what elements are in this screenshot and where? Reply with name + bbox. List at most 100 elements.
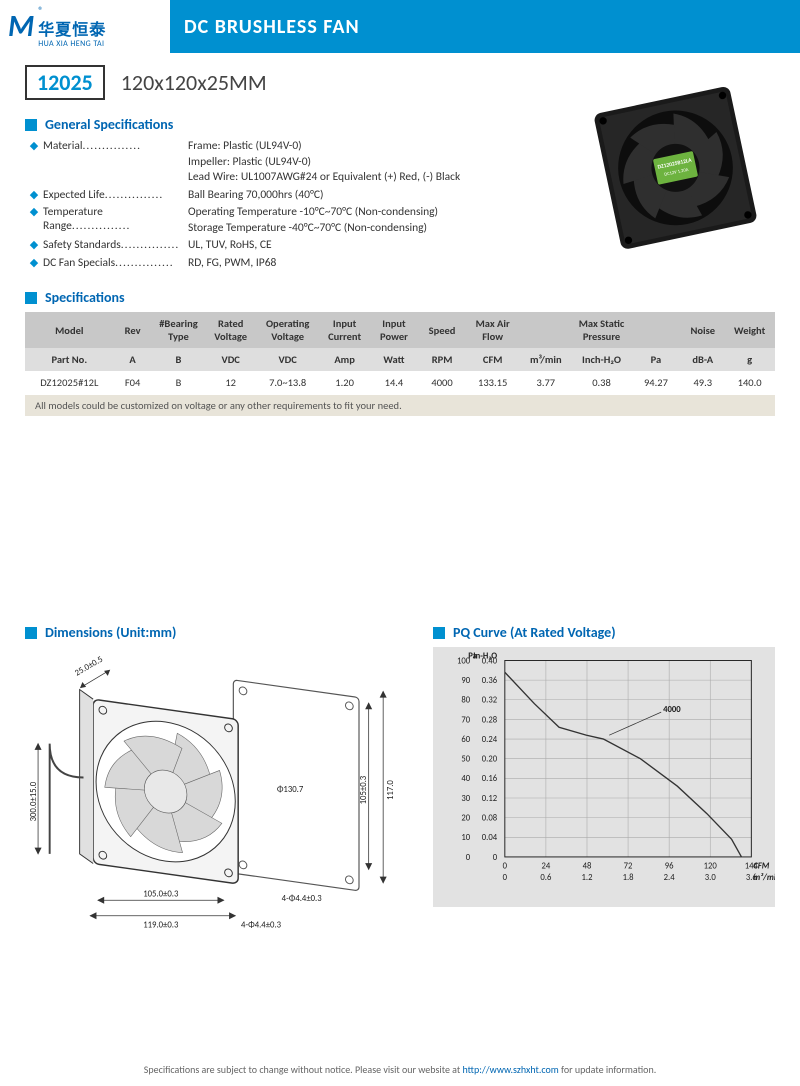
svg-text:0.36: 0.36: [482, 676, 498, 686]
cell: g: [724, 348, 775, 371]
svg-text:0.20: 0.20: [482, 755, 498, 765]
svg-text:0: 0: [493, 853, 498, 863]
svg-text:117.0: 117.0: [386, 780, 396, 800]
cell: 94.27: [631, 371, 682, 394]
cell: DZ12025#12L: [25, 371, 114, 394]
svg-text:4-Φ4.4±0.3: 4-Φ4.4±0.3: [282, 894, 323, 904]
svg-text:0.16: 0.16: [482, 774, 498, 784]
cell: 3.77: [519, 371, 572, 394]
cell: B: [152, 348, 206, 371]
brand-zh: 华夏恒泰: [38, 23, 106, 39]
svg-text:119.0±0.3: 119.0±0.3: [143, 920, 179, 930]
svg-text:60: 60: [461, 735, 470, 745]
cell: Pa: [631, 348, 682, 371]
cell: Part No.: [25, 348, 114, 371]
cell: 12: [205, 371, 256, 394]
svg-text:0.28: 0.28: [482, 715, 498, 725]
dimension-drawing: 25.0±0.5 300.0±15.0 Φ130.7 105.0±0.3 119…: [25, 647, 403, 937]
cell: F04: [114, 371, 152, 394]
svg-text:25.0±0.5: 25.0±0.5: [73, 655, 105, 679]
cell: 7.0~13.8: [256, 371, 319, 394]
cell: Operating Voltage: [256, 312, 319, 348]
model-number: 12025: [25, 65, 105, 100]
cell: Weight: [724, 312, 775, 348]
bullet-icon: ◆: [25, 256, 43, 269]
spec-label: Material: [43, 139, 188, 153]
cell: Inch-H₂O: [572, 348, 630, 371]
cell: CFM: [466, 348, 519, 371]
svg-text:0: 0: [503, 873, 508, 883]
svg-text:CFM: CFM: [753, 862, 769, 872]
footer: Specifications are subject to change wit…: [0, 1063, 800, 1076]
svg-text:105.0±0.3: 105.0±0.3: [143, 890, 179, 900]
svg-text:0: 0: [466, 853, 471, 863]
brand-en: HUA XIA HENG TAI: [38, 39, 106, 49]
cell: Speed: [418, 312, 466, 348]
brand-logo: M ® 华夏恒泰 HUA XIA HENG TAI: [0, 0, 170, 53]
cell: 4000: [418, 371, 466, 394]
svg-text:50: 50: [461, 755, 470, 765]
svg-text:300.0±15.0: 300.0±15.0: [29, 781, 39, 821]
spec-table: ModelRev#Bearing TypeRated VoltageOperat…: [25, 312, 775, 394]
cell: Amp: [319, 348, 370, 371]
cell: [631, 312, 682, 348]
svg-text:0.32: 0.32: [482, 696, 498, 706]
svg-text:4-Φ4.4±0.3: 4-Φ4.4±0.3: [241, 920, 282, 930]
section-general: General Specifications: [45, 116, 173, 133]
cell: Noise: [681, 312, 724, 348]
logo-mark: M: [8, 12, 34, 42]
svg-text:90: 90: [461, 676, 470, 686]
svg-text:0.24: 0.24: [482, 735, 498, 745]
cell: 133.15: [466, 371, 519, 394]
svg-text:2.4: 2.4: [664, 873, 676, 883]
cell: 0.38: [572, 371, 630, 394]
spec-label: DC Fan Specials: [43, 256, 188, 270]
cell: Max Static Pressure: [572, 312, 630, 348]
cell: 14.4: [370, 371, 418, 394]
cell: VDC: [205, 348, 256, 371]
cell: A: [114, 348, 152, 371]
bullet-icon: ◆: [25, 139, 43, 152]
svg-text:105±0.3: 105±0.3: [359, 775, 369, 804]
footer-link[interactable]: http://www.szhxht.com: [462, 1063, 558, 1076]
section-dimensions: Dimensions (Unit:mm): [45, 624, 176, 641]
svg-text:20: 20: [461, 814, 470, 824]
cell: B: [152, 371, 206, 394]
spec-label: Expected Life: [43, 188, 188, 202]
svg-text:3.0: 3.0: [705, 873, 717, 883]
svg-text:80: 80: [461, 696, 470, 706]
cell: [519, 312, 572, 348]
product-photo: DZ12025B12LA DC12V 1.20A: [583, 80, 768, 265]
svg-text:Φ130.7: Φ130.7: [277, 785, 304, 795]
cell: VDC: [256, 348, 319, 371]
cell: 49.3: [681, 371, 724, 394]
svg-text:48: 48: [583, 862, 592, 872]
cell: RPM: [418, 348, 466, 371]
page-banner: DC BRUSHLESS FAN: [170, 0, 800, 53]
svg-text:72: 72: [624, 862, 633, 872]
bullet-icon: ◆: [25, 238, 43, 251]
cell: Rev: [114, 312, 152, 348]
svg-text:4000: 4000: [663, 705, 681, 715]
cell: #Bearing Type: [152, 312, 206, 348]
cell: Model: [25, 312, 114, 348]
section-pq: PQ Curve (At Rated Voltage): [453, 624, 616, 641]
logo-reg: ®: [38, 4, 43, 17]
svg-text:1.8: 1.8: [623, 873, 635, 883]
svg-text:0.6: 0.6: [540, 873, 552, 883]
cell: dB-A: [681, 348, 724, 371]
svg-text:24: 24: [542, 862, 551, 872]
bullet-icon: ◆: [25, 188, 43, 201]
cell: Rated Voltage: [205, 312, 256, 348]
svg-text:40: 40: [461, 774, 470, 784]
svg-text:1.2: 1.2: [582, 873, 594, 883]
cell: 140.0: [724, 371, 775, 394]
cell: 1.20: [319, 371, 370, 394]
svg-text:In-H₂O: In-H₂O: [473, 652, 497, 662]
bullet-icon: ◆: [25, 205, 43, 218]
svg-text:0.08: 0.08: [482, 814, 498, 824]
svg-text:10: 10: [461, 833, 470, 843]
svg-text:30: 30: [461, 794, 470, 804]
svg-text:0.04: 0.04: [482, 833, 498, 843]
cell: Input Current: [319, 312, 370, 348]
